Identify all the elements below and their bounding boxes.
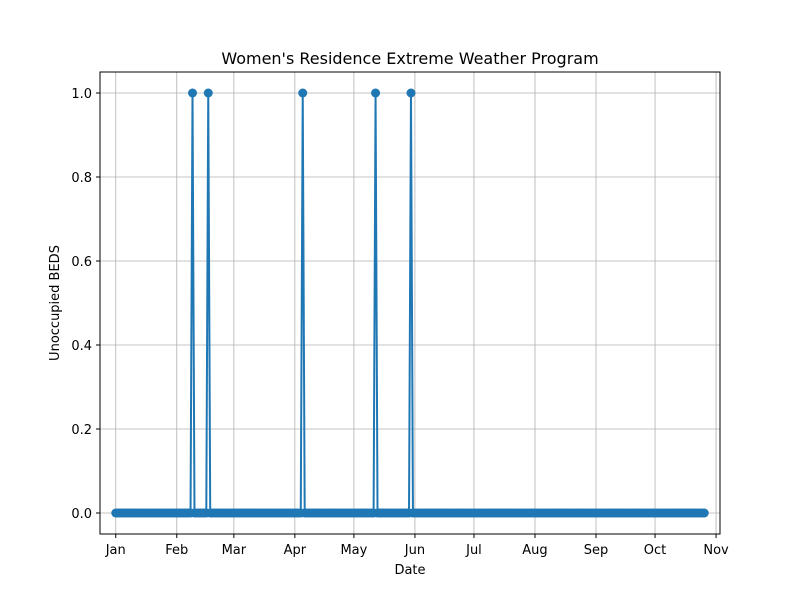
- y-tick-label: 0.6: [71, 255, 92, 270]
- y-tick-label: 0.4: [71, 339, 92, 354]
- data-point-marker: [699, 508, 709, 518]
- x-tick-label: Apr: [284, 543, 307, 558]
- data-point-marker: [371, 88, 381, 98]
- data-point-marker: [406, 88, 416, 98]
- x-tick-label: Mar: [222, 543, 247, 558]
- x-tick-label: Jul: [465, 543, 482, 558]
- x-tick-label: Feb: [165, 543, 188, 558]
- y-axis-label: Unoccupied BEDS: [48, 245, 63, 361]
- chart-title: Women's Residence Extreme Weather Progra…: [221, 49, 598, 68]
- x-tick-label: Jan: [105, 543, 126, 558]
- y-tick-label: 0.2: [71, 423, 92, 438]
- x-tick-label: Aug: [522, 543, 547, 558]
- x-tick-label: Oct: [644, 543, 666, 558]
- x-tick-label: Nov: [703, 543, 729, 558]
- y-tick-label: 0.8: [71, 171, 92, 186]
- y-axis-ticks: 0.0 0.2 0.4 0.6 0.8 1.0: [71, 87, 100, 522]
- x-axis-ticks: Jan Feb Mar Apr May Jun Jul Aug Sep Oct Nov: [105, 534, 729, 558]
- plot-frame: [99, 71, 721, 535]
- y-tick-label: 0.0: [71, 507, 92, 522]
- y-tick-label: 1.0: [71, 87, 92, 102]
- data-point-marker: [298, 88, 308, 98]
- x-tick-label: Sep: [584, 543, 609, 558]
- x-axis-label: Date: [394, 563, 425, 578]
- data-point-marker: [203, 88, 213, 98]
- x-tick-label: May: [340, 543, 367, 558]
- x-tick-label: Jun: [404, 543, 425, 558]
- series-layer: [111, 88, 709, 518]
- data-point-marker: [188, 88, 198, 98]
